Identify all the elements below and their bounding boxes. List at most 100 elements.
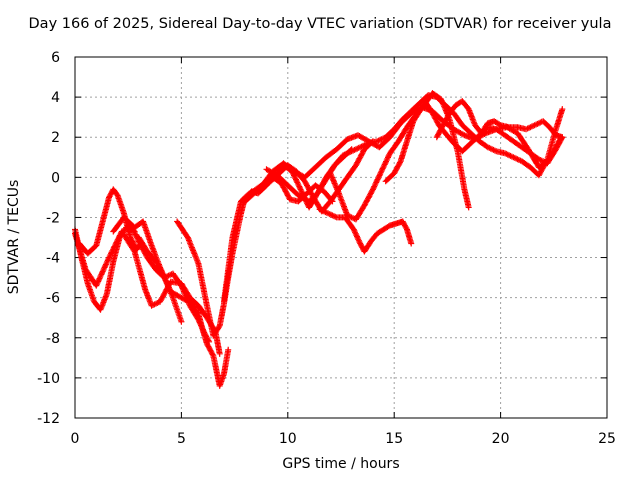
data-point-markers — [367, 231, 380, 245]
data-point-markers — [186, 302, 201, 322]
data-point-markers — [527, 150, 541, 162]
data-point-markers — [510, 154, 524, 164]
data-point-markers — [99, 195, 112, 225]
data-point-markers — [203, 302, 216, 338]
y-tick-label: 4 — [51, 90, 60, 106]
data-point-markers — [395, 125, 410, 145]
data-point-markers — [467, 133, 482, 147]
data-point-markers — [144, 248, 158, 264]
data-point-markers — [174, 218, 190, 240]
data-series — [135, 234, 185, 325]
data-point-markers — [131, 248, 148, 292]
data-point-markers — [221, 236, 236, 305]
data-point-markers — [404, 119, 416, 145]
data-point-markers — [501, 132, 516, 144]
data-point-markers — [446, 103, 458, 117]
data-point-markers — [278, 180, 293, 202]
data-point-markers — [397, 139, 410, 165]
data-point-markers — [459, 98, 471, 111]
data-series — [316, 206, 415, 255]
data-point-markers — [140, 218, 155, 247]
data-point-markers — [523, 122, 537, 133]
y-tick-label: 6 — [51, 50, 60, 66]
data-point-markers — [280, 160, 296, 174]
data-point-markers — [84, 243, 99, 257]
data-point-markers — [161, 274, 176, 300]
data-point-markers — [440, 111, 452, 129]
data-point — [178, 318, 185, 325]
data-point — [206, 338, 213, 345]
data-point-markers — [546, 124, 558, 138]
data-point-markers — [376, 135, 392, 151]
data-point-markers — [169, 270, 184, 288]
data-point-markers — [142, 286, 154, 308]
data-point-markers — [378, 151, 393, 175]
data-point-markers — [312, 155, 328, 171]
y-tick-label: 0 — [51, 170, 60, 186]
data-point-markers — [335, 190, 350, 217]
y-tick-label: -8 — [46, 331, 60, 347]
grid — [75, 57, 607, 418]
data-point-markers — [152, 258, 167, 280]
data-point-markers — [476, 138, 490, 150]
data-point-markers — [210, 324, 222, 339]
data-point — [408, 240, 415, 247]
data-point-markers — [195, 302, 210, 320]
data-point-markers — [501, 150, 515, 160]
data-point-markers — [178, 282, 193, 308]
data-point-markers — [350, 226, 363, 246]
data-point-markers — [399, 109, 414, 123]
data-point — [465, 204, 472, 211]
y-tick-label: 2 — [51, 130, 60, 146]
data-point-markers — [374, 134, 388, 145]
x-tick-label: 15 — [385, 431, 403, 447]
data-point-markers — [518, 144, 533, 156]
y-tick-label: -12 — [37, 411, 60, 427]
data-point-markers — [84, 280, 97, 304]
data-point-markers — [110, 186, 120, 198]
data-point-markers — [327, 170, 342, 195]
data-point — [216, 350, 223, 357]
data-point-markers — [314, 177, 329, 197]
data-point-markers — [195, 260, 210, 308]
x-tick-label: 25 — [598, 431, 616, 447]
data-point-markers — [391, 117, 405, 133]
data-point-markers — [135, 234, 150, 254]
data-point-markers — [93, 256, 112, 289]
data-point-markers — [248, 183, 265, 199]
data-point-markers — [263, 166, 279, 178]
data-point-markers — [274, 172, 290, 188]
data-series — [433, 98, 566, 141]
data-point-markers — [306, 191, 320, 205]
data-point-markers — [301, 178, 316, 200]
data-point-markers — [352, 147, 367, 169]
y-tick-label: -2 — [46, 210, 60, 226]
data-point-markers — [229, 199, 244, 241]
data-point-markers — [491, 118, 503, 128]
data-point-markers — [374, 227, 386, 237]
data-point-markers — [478, 121, 490, 137]
data-point-markers — [342, 214, 356, 232]
data-point-markers — [459, 122, 473, 136]
data-point-markers — [144, 254, 158, 272]
data-point-markers — [450, 110, 465, 127]
data-point-markers — [103, 260, 116, 297]
data-point-markers — [408, 101, 422, 115]
data-point-markers — [510, 138, 524, 150]
data-point-markers — [459, 141, 473, 155]
plot-border — [74, 56, 608, 419]
y-axis-label: SDTVAR / TECUs — [6, 179, 22, 295]
data-point-markers — [442, 130, 456, 146]
data-point-markers — [323, 147, 339, 161]
data-point-markers — [352, 203, 367, 223]
data-point-markers — [391, 159, 403, 177]
data-point-markers — [238, 193, 250, 205]
y-tick-label: -10 — [37, 371, 60, 387]
data-point-markers — [484, 144, 498, 154]
data-point-markers — [404, 226, 414, 246]
data-point-markers — [333, 137, 350, 153]
data-point-markers — [186, 294, 201, 308]
data-point-markers — [552, 107, 565, 133]
data-point-markers — [461, 186, 472, 209]
